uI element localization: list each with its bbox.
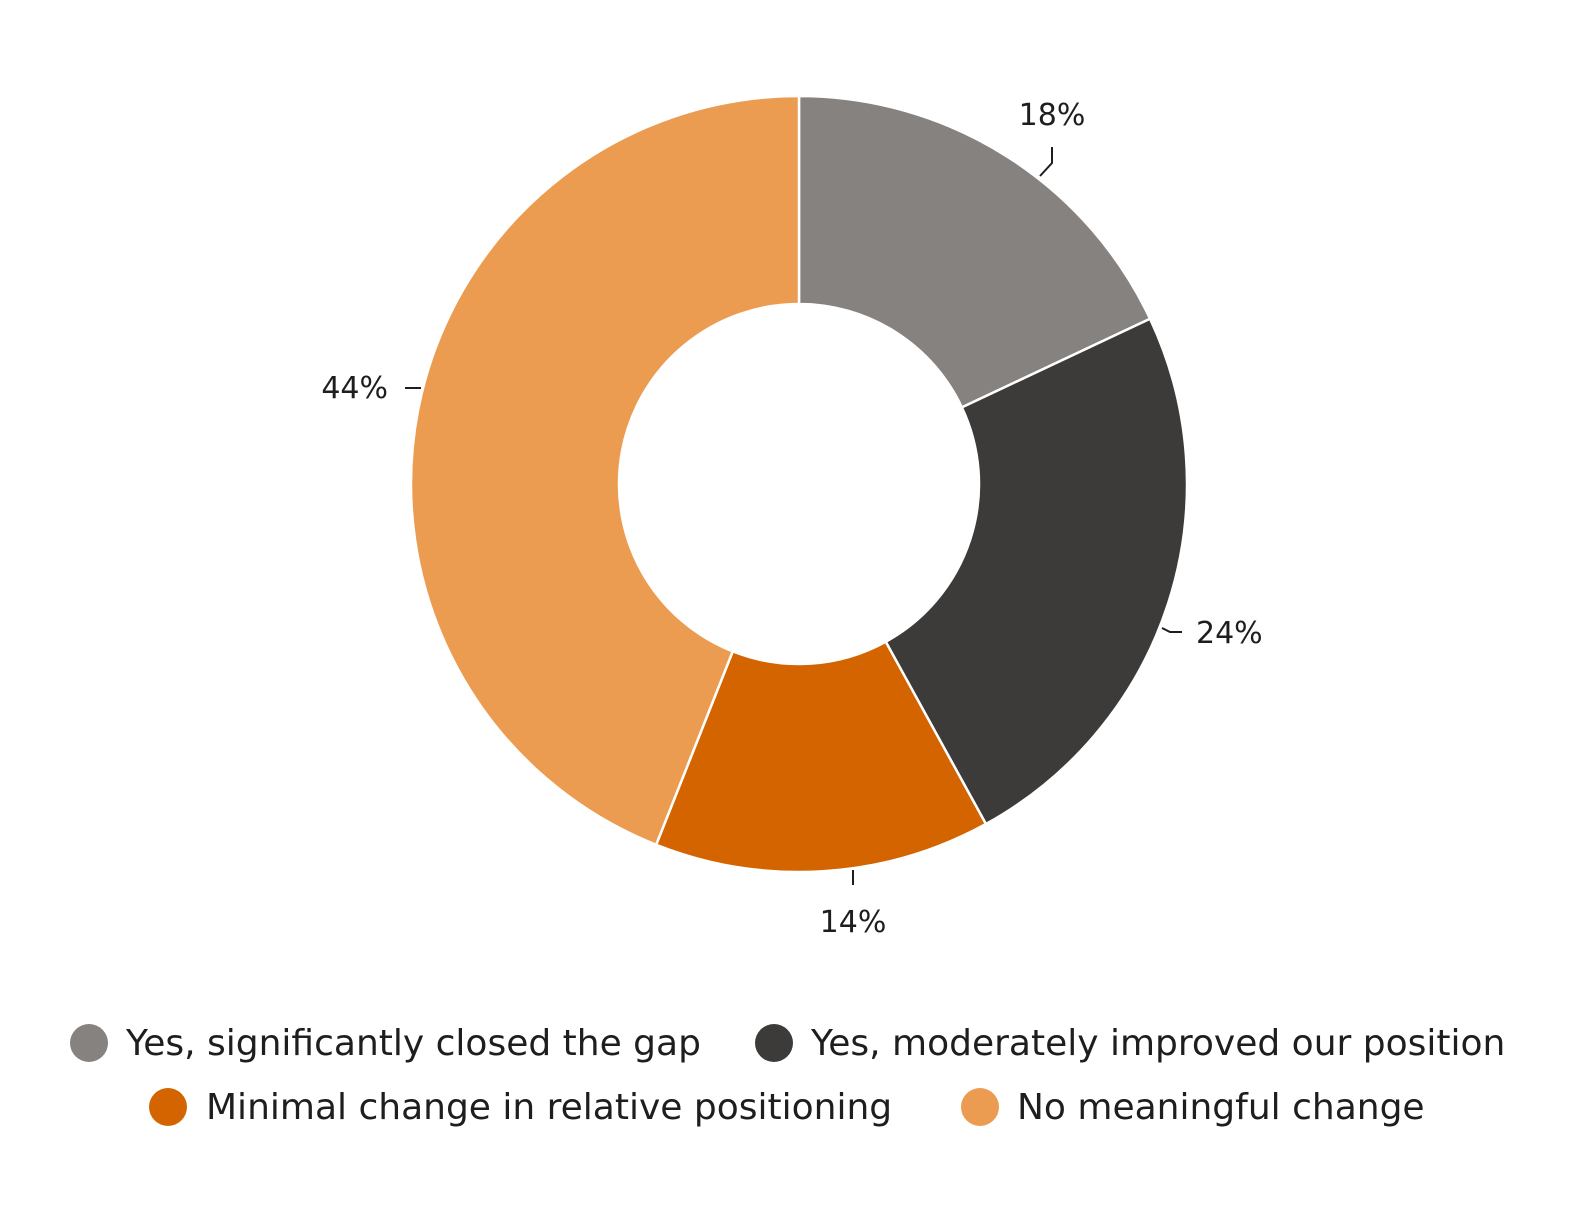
legend-swatch-no-meaningful-change <box>961 1088 999 1126</box>
legend-swatch-minimal-change-in-relative-positioning <box>149 1088 187 1126</box>
legend-item-no-meaningful-change: No meaningful change <box>961 1087 1425 1128</box>
slice-minimal-change-in-relative-positioning <box>654 640 988 874</box>
legend-item-yes-moderately-improved-our-position: Yes, moderately improved our position <box>755 1023 1505 1064</box>
legend-label-minimal-change-in-relative-positioning: Minimal change in relative positioning <box>206 1087 892 1128</box>
legend-label-yes-moderately-improved-our-position: Yes, moderately improved our position <box>810 1023 1505 1064</box>
legend-swatch-yes-significantly-closed-the-gap <box>70 1024 108 1062</box>
value-label-yes-significantly-closed-the-gap: 18% <box>1019 98 1086 133</box>
value-label-minimal-change-in-relative-positioning: 14% <box>820 905 887 940</box>
leader-line-yes-significantly-closed-the-gap <box>1039 147 1053 177</box>
slice-yes-moderately-improved-our-position <box>884 317 1189 826</box>
slice-no-meaningful-change <box>409 94 801 847</box>
legend-label-no-meaningful-change: No meaningful change <box>1017 1087 1425 1128</box>
slice-yes-significantly-closed-the-gap <box>797 94 1152 410</box>
legend-item-minimal-change-in-relative-positioning: Minimal change in relative positioning <box>149 1087 892 1128</box>
label-leader-lines <box>405 147 1182 885</box>
value-label-yes-moderately-improved-our-position: 24% <box>1196 616 1263 651</box>
slice-value-labels: 18% 24% 14% 44% <box>321 98 1262 940</box>
value-label-no-meaningful-change: 44% <box>321 371 388 406</box>
leader-line-yes-moderately-improved-our-position <box>1161 627 1182 633</box>
donut-slices <box>409 94 1189 874</box>
legend-label-yes-significantly-closed-the-gap: Yes, significantly closed the gap <box>125 1023 701 1064</box>
legend: Yes, significantly closed the gap Yes, mo… <box>70 1023 1505 1128</box>
legend-swatch-yes-moderately-improved-our-position <box>755 1024 793 1062</box>
legend-item-yes-significantly-closed-the-gap: Yes, significantly closed the gap <box>70 1023 701 1064</box>
